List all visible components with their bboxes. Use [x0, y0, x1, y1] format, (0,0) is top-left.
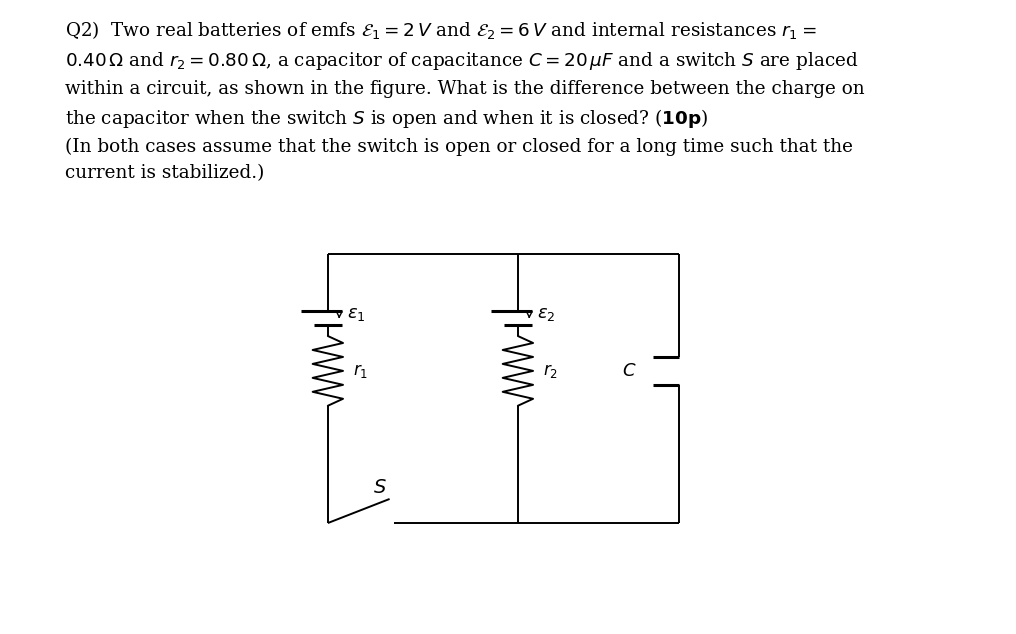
Text: $r_2$: $r_2$	[543, 362, 558, 380]
Text: $C$: $C$	[622, 362, 636, 380]
Text: $S$: $S$	[373, 479, 387, 497]
Text: $\varepsilon_2$: $\varepsilon_2$	[536, 306, 556, 323]
Text: Q2)  Two real batteries of emfs $\mathcal{E}_1 = 2\,V$ and $\mathcal{E}_2 = 6\,V: Q2) Two real batteries of emfs $\mathcal…	[65, 19, 865, 182]
Text: $\varepsilon_1$: $\varepsilon_1$	[346, 306, 366, 323]
Text: $r_1$: $r_1$	[353, 362, 368, 380]
